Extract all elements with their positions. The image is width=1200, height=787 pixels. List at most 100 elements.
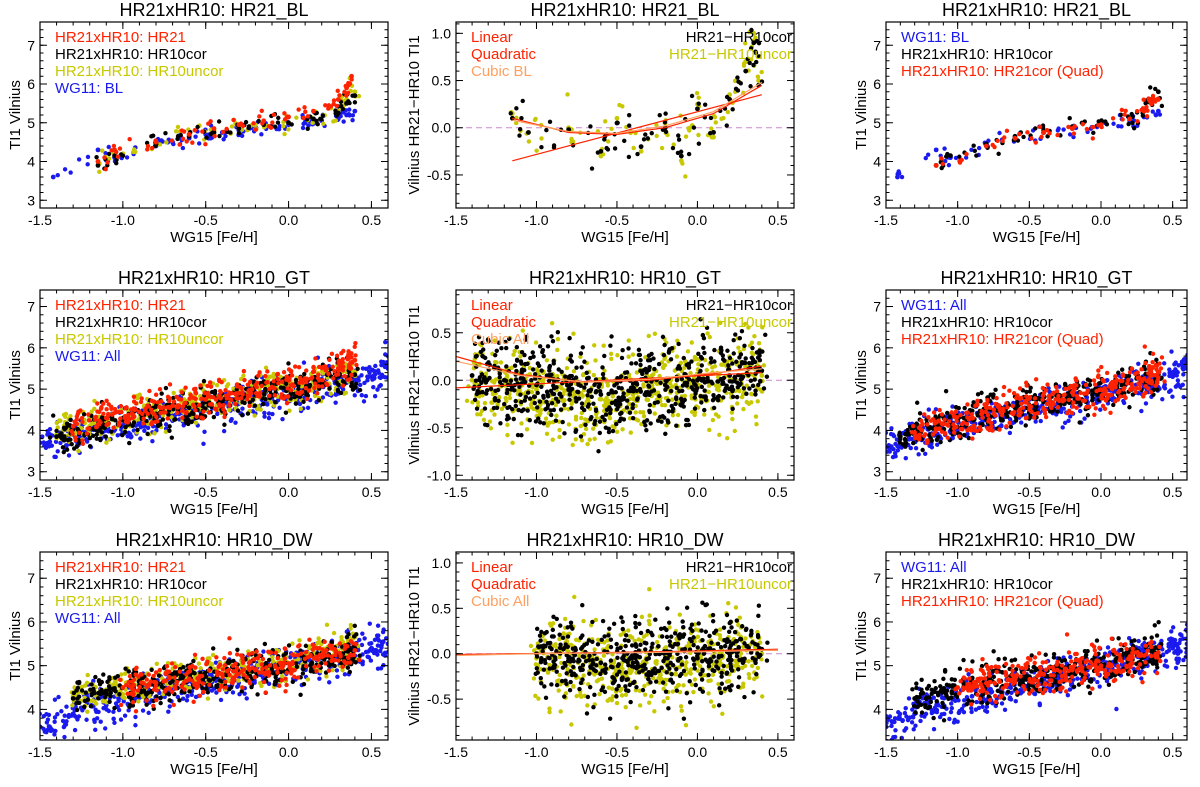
data-point <box>1062 381 1068 387</box>
data-point <box>743 321 748 327</box>
data-point <box>550 339 556 344</box>
data-point <box>729 410 735 415</box>
data-point <box>106 412 111 418</box>
data-point <box>1004 412 1009 417</box>
data-point <box>301 399 306 405</box>
data-point <box>1000 138 1005 144</box>
data-point <box>685 417 690 423</box>
data-point <box>612 146 618 151</box>
data-point <box>352 108 358 114</box>
data-point <box>610 428 616 434</box>
data-point <box>1061 406 1066 411</box>
data-point <box>670 145 676 151</box>
data-point <box>1090 124 1096 130</box>
data-point <box>573 414 579 419</box>
data-point <box>674 423 679 428</box>
data-point <box>183 385 188 390</box>
data-point <box>62 414 68 419</box>
data-point <box>660 334 666 340</box>
data-point <box>133 401 139 406</box>
data-point <box>1060 425 1065 430</box>
data-point <box>896 169 901 174</box>
data-point <box>73 438 78 443</box>
data-point <box>257 390 263 395</box>
data-point <box>153 138 158 143</box>
data-point <box>926 407 932 412</box>
data-point <box>167 424 172 429</box>
data-point <box>313 356 318 361</box>
data-point <box>202 429 207 435</box>
data-point <box>633 410 638 415</box>
legend-entry-right: HR21−HR10uncor <box>669 314 792 331</box>
data-point <box>517 384 522 390</box>
data-point <box>654 381 660 387</box>
data-point <box>152 431 157 436</box>
legend-entry: Quadratic <box>471 314 537 331</box>
data-point <box>682 393 688 399</box>
data-point <box>1131 126 1137 131</box>
data-point <box>609 400 615 406</box>
data-point <box>136 417 141 422</box>
data-point <box>696 95 701 100</box>
data-point <box>624 370 630 375</box>
panel-r1c3: HR21xHR10: HR21_BL -1.5 -1.0 -0.5 0.0 0.5 3 4 5 6… <box>853 0 1188 246</box>
data-point <box>609 356 614 361</box>
data-point <box>1176 363 1181 368</box>
data-point <box>128 435 134 440</box>
data-point <box>614 406 620 412</box>
data-point <box>234 391 240 396</box>
data-point <box>252 403 258 408</box>
data-point <box>115 154 121 159</box>
data-point <box>644 397 649 402</box>
legend-entry-right: HR21−HR10cor <box>686 29 792 46</box>
data-point <box>1130 120 1135 126</box>
data-point <box>566 422 572 427</box>
data-point <box>656 361 662 367</box>
data-point <box>240 406 245 411</box>
data-point <box>239 386 244 391</box>
data-point <box>524 427 530 432</box>
data-point <box>241 373 246 378</box>
data-point <box>601 376 606 381</box>
data-point <box>539 145 544 150</box>
data-point <box>128 407 134 412</box>
data-point <box>89 409 94 414</box>
data-point <box>319 116 324 122</box>
data-point <box>1111 121 1116 126</box>
data-point <box>1019 420 1024 425</box>
data-point <box>609 389 614 395</box>
data-point <box>569 139 574 145</box>
data-point <box>651 372 656 377</box>
data-point <box>304 392 309 397</box>
data-point <box>903 444 908 449</box>
data-point <box>326 371 331 377</box>
data-point <box>367 365 372 370</box>
data-point <box>675 150 681 156</box>
data-point <box>897 434 903 439</box>
data-point <box>124 405 129 410</box>
data-point <box>545 392 550 397</box>
data-point <box>736 79 741 84</box>
data-point <box>711 393 716 398</box>
data-point <box>1085 413 1091 418</box>
legend-entry: Linear <box>471 29 513 46</box>
data-point <box>488 386 494 392</box>
data-point <box>74 421 79 427</box>
data-point <box>549 334 554 339</box>
data-point <box>146 404 151 409</box>
data-point <box>122 429 128 435</box>
data-point <box>698 317 703 322</box>
data-point <box>273 399 278 405</box>
data-point <box>328 391 333 396</box>
data-point <box>945 410 950 416</box>
data-point <box>109 412 115 417</box>
data-point <box>276 115 281 121</box>
data-point <box>718 376 724 382</box>
x-tick-label: 0.5 <box>1163 212 1183 228</box>
data-point <box>297 401 303 407</box>
data-point <box>104 440 109 445</box>
axes-frame <box>455 21 795 209</box>
data-point <box>378 382 384 388</box>
data-point <box>246 124 252 129</box>
y-tick-label: 6 <box>27 76 35 92</box>
